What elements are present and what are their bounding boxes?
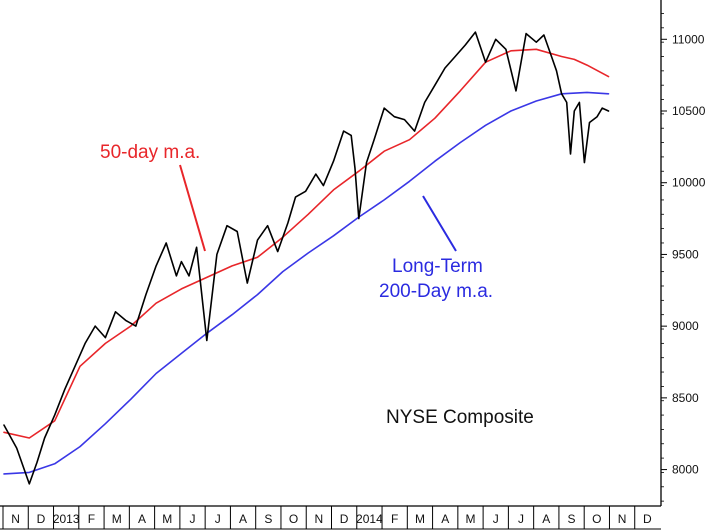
x-tick-label: M (465, 512, 475, 526)
x-tick-label: J (493, 512, 499, 526)
y-tick-label: 8000 (672, 463, 699, 477)
y-tick-label: 9000 (672, 319, 699, 333)
x-tick-label: N (315, 512, 324, 526)
x-tick-label: F (88, 512, 95, 526)
x-tick-label: O (592, 512, 601, 526)
x-tick-label: A (542, 512, 550, 526)
y-tick-label: 11000 (672, 32, 705, 46)
x-tick-label: M (415, 512, 425, 526)
price-line (3, 31, 610, 485)
x-tick-label: N (11, 512, 20, 526)
x-tick-label: J (518, 512, 524, 526)
x-tick-label: D (643, 512, 652, 526)
x-tick-label: 2013 (53, 512, 80, 526)
y-tick-label: 9500 (672, 247, 699, 261)
ma200-annotation-line2: 200-Day m.a. (379, 281, 493, 302)
y-tick-label: 8500 (672, 391, 699, 405)
x-tick-label: D (37, 512, 46, 526)
ma200-annotation-pointer (422, 195, 457, 252)
x-tick-label: J (215, 512, 221, 526)
x-tick-label: M (162, 512, 172, 526)
plot-area (3, 31, 610, 485)
y-tick-label: 10500 (672, 104, 706, 118)
chart-title: NYSE Composite (386, 407, 534, 428)
x-tick-label: 2014 (356, 512, 383, 526)
x-tick-label: J (190, 512, 196, 526)
x-tick-label: M (112, 512, 122, 526)
ma50-annotation: 50-day m.a. (100, 142, 200, 163)
ma200-annotation-line1: Long-Term (392, 256, 483, 277)
ma200-line (3, 91, 610, 475)
x-tick-label: A (441, 512, 449, 526)
ma50-annotation-pointer (179, 164, 206, 252)
x-tick-label: O (289, 512, 298, 526)
y-tick-label: 10000 (672, 176, 706, 190)
x-tick-label: S (264, 512, 272, 526)
x-tick-label: F (391, 512, 398, 526)
x-tick-label: N (618, 512, 627, 526)
x-tick-label: A (138, 512, 146, 526)
x-tick-label: A (239, 512, 247, 526)
x-tick-label: D (340, 512, 349, 526)
x-tick-label: S (568, 512, 576, 526)
ma50-line (3, 48, 610, 439)
